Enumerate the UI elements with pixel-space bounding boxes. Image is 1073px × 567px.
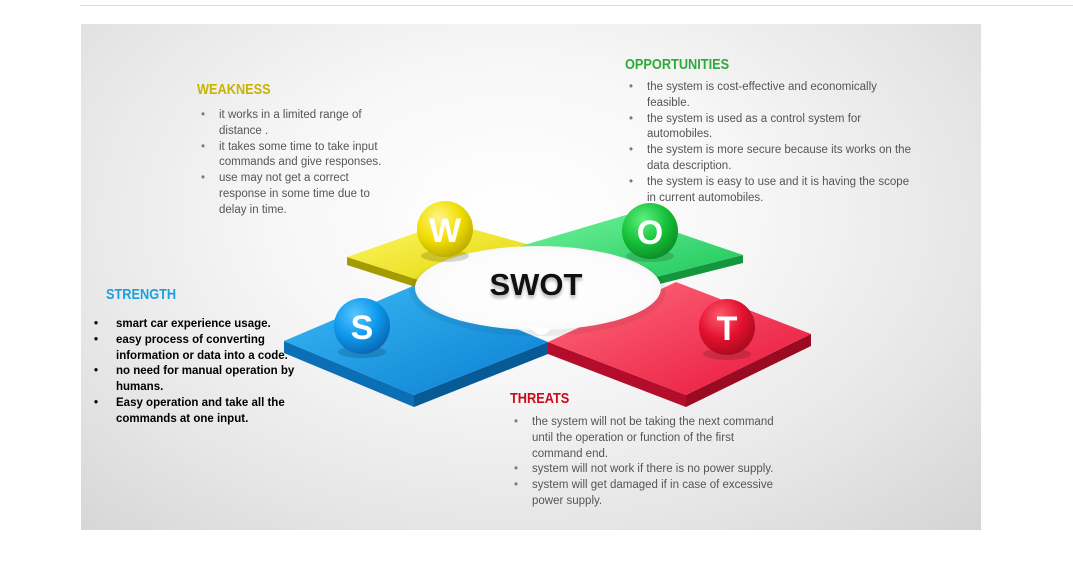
w-ball: W [417,201,473,262]
opportunities-item: the system is more secure because its wo… [625,143,915,175]
threats-item: system will get damaged if in case of ex… [510,478,775,510]
top-divider [80,5,1073,6]
center-cloud [410,246,666,336]
weakness-item: it takes some time to take input command… [197,140,397,172]
swot-center-label: SWOT [489,267,583,302]
strength-item: Easy operation and take all the commands… [94,396,309,428]
t-ball: T [699,299,755,360]
threats-heading: THREATS [510,390,570,407]
t-ball-letter: T [717,310,738,348]
s-ball-letter: S [351,309,374,347]
opportunities-list: the system is cost-effective and economi… [625,80,915,206]
weakness-item: use may not get a correct response in so… [197,171,397,218]
strength-item: smart car experience usage. [94,317,309,333]
threats-list: the system will not be taking the next c… [510,415,775,510]
weakness-item: it works in a limited range of distance … [197,108,397,140]
opportunities-item: the system is used as a control system f… [625,112,915,144]
strength-heading: STRENGTH [106,286,177,303]
opportunities-item: the system is cost-effective and economi… [625,80,915,112]
strength-list: smart car experience usage. easy process… [94,317,309,428]
o-ball-letter: O [637,214,663,252]
strength-item: no need for manual operation by humans. [94,364,309,396]
swot-slide: W O S T SWOT WEAKNESS it works in a limi… [81,24,981,530]
s-ball: S [334,298,390,358]
weakness-heading: WEAKNESS [197,81,271,98]
threats-item: system will not work if there is no powe… [510,462,775,478]
weakness-list: it works in a limited range of distance … [197,108,397,219]
swot-diagram: W O S T [284,201,811,407]
strength-item: easy process of converting information o… [94,333,309,365]
opportunities-item: the system is easy to use and it is havi… [625,175,915,207]
o-ball: O [622,203,678,262]
opportunities-heading: OPPORTUNITIES [625,56,730,73]
w-ball-letter: W [429,212,462,250]
threats-item: the system will not be taking the next c… [510,415,775,462]
